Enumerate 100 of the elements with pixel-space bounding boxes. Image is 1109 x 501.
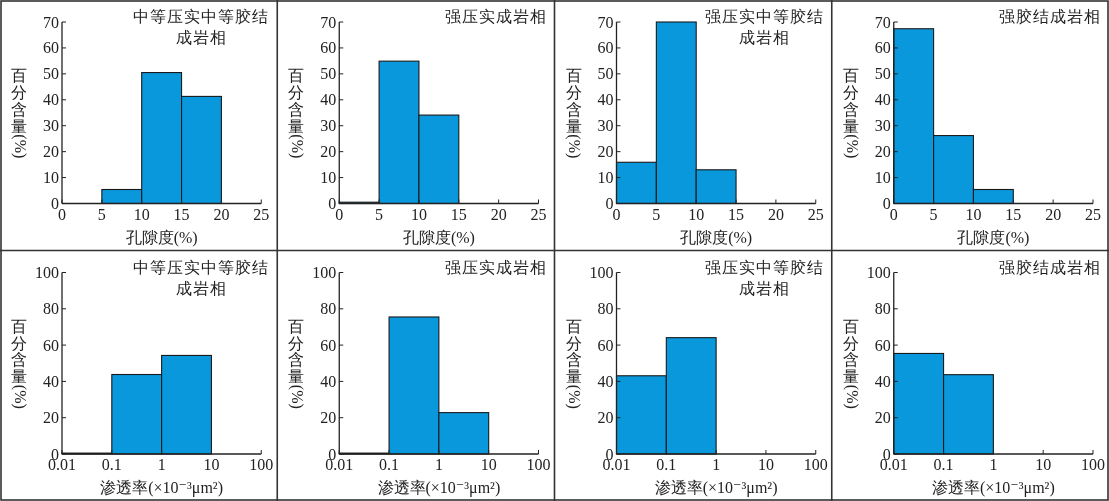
ytick-label: 20 bbox=[320, 409, 337, 427]
ytick-label: 40 bbox=[874, 372, 891, 390]
title: 强压实中等胶结成岩相 bbox=[704, 258, 824, 297]
ytick-label: 70 bbox=[597, 13, 614, 31]
xlabel: 渗透率(×10⁻³μm²) bbox=[654, 479, 778, 496]
ylabel: 百分含量(%) bbox=[565, 317, 584, 409]
ytick-label: 20 bbox=[597, 409, 614, 427]
ylabel: 百分含量(%) bbox=[11, 67, 29, 159]
xtick-label: 100 bbox=[1081, 456, 1105, 473]
ytick-label: 100 bbox=[866, 264, 891, 281]
xtick-label: 10 bbox=[688, 205, 705, 223]
title: 强压实成岩相 bbox=[444, 258, 547, 276]
xlabel: 孔隙度(%) bbox=[680, 228, 753, 246]
ytick-label: 30 bbox=[320, 117, 337, 135]
ytick-label: 40 bbox=[874, 91, 891, 109]
ytick-label: 100 bbox=[589, 264, 614, 281]
ytick-label: 0 bbox=[51, 195, 59, 212]
xtick-label: 0 bbox=[58, 205, 66, 223]
xtick-label: 10 bbox=[410, 205, 427, 223]
ytick-label: 50 bbox=[43, 65, 59, 83]
xlabel: 孔隙度(%) bbox=[125, 228, 198, 246]
title: 强压实成岩相 bbox=[444, 8, 547, 25]
ytick-label: 30 bbox=[874, 117, 891, 135]
title: 中等压实中等胶结成岩相 bbox=[133, 8, 270, 46]
ylabel: 百分含量(%) bbox=[565, 67, 584, 159]
xtick-label: 25 bbox=[807, 205, 824, 223]
xtick-label: 0.1 bbox=[101, 456, 122, 473]
xtick-label: 0.1 bbox=[656, 456, 677, 473]
ytick-label: 70 bbox=[874, 13, 891, 31]
ytick-label: 30 bbox=[597, 117, 614, 135]
xtick-label: 25 bbox=[1085, 205, 1101, 223]
xlabel: 孔隙度(%) bbox=[402, 228, 475, 246]
xtick-label: 10 bbox=[965, 205, 982, 223]
xlabel: 渗透率(×10⁻³μm²) bbox=[932, 479, 1055, 496]
xtick-label: 100 bbox=[803, 456, 828, 473]
ytick-label: 10 bbox=[597, 169, 614, 187]
xtick-label: 10 bbox=[480, 456, 497, 473]
ytick-label: 40 bbox=[597, 372, 614, 390]
ytick-label: 10 bbox=[874, 169, 891, 187]
xtick-label: 5 bbox=[652, 205, 661, 223]
xtick-label: 0 bbox=[612, 205, 621, 223]
ytick-label: 0 bbox=[605, 195, 614, 212]
xtick-label: 5 bbox=[375, 205, 384, 223]
xtick-label: 1 bbox=[157, 456, 166, 473]
ytick-label: 80 bbox=[874, 300, 891, 318]
ytick-label: 60 bbox=[597, 39, 614, 57]
xtick-label: 1 bbox=[712, 456, 721, 473]
title: 中等压实中等胶结成岩相 bbox=[133, 258, 270, 297]
ytick-label: 20 bbox=[874, 143, 891, 161]
xtick-label: 1 bbox=[434, 456, 443, 473]
ylabel: 百分含量(%) bbox=[288, 317, 307, 409]
xtick-label: 20 bbox=[1045, 205, 1062, 223]
ylabel: 百分含量(%) bbox=[11, 317, 29, 409]
ytick-label: 0 bbox=[328, 195, 337, 212]
xtick-label: 25 bbox=[530, 205, 547, 223]
xtick-label: 10 bbox=[203, 456, 220, 473]
xtick-label: 0 bbox=[889, 205, 898, 223]
ytick-label: 100 bbox=[35, 264, 59, 281]
xlabel: 渗透率(×10⁻³μm²) bbox=[377, 479, 501, 496]
xtick-label: 25 bbox=[253, 205, 270, 223]
xtick-label: 0.1 bbox=[933, 456, 954, 473]
xtick-label: 15 bbox=[173, 205, 190, 223]
ytick-label: 40 bbox=[597, 91, 614, 109]
title: 强胶结成岩相 bbox=[999, 8, 1101, 25]
xtick-label: 0.1 bbox=[379, 456, 400, 473]
ytick-label: 10 bbox=[43, 169, 59, 187]
ylabel: 百分含量(%) bbox=[842, 317, 861, 409]
title: 强胶结成岩相 bbox=[999, 258, 1101, 276]
ytick-label: 60 bbox=[874, 336, 891, 354]
xtick-label: 100 bbox=[526, 456, 551, 473]
ytick-label: 50 bbox=[874, 65, 891, 83]
ytick-label: 0 bbox=[882, 195, 891, 212]
ytick-label: 30 bbox=[43, 117, 59, 135]
ytick-label: 80 bbox=[320, 300, 337, 318]
xlabel: 孔隙度(%) bbox=[957, 228, 1030, 246]
ytick-label: 50 bbox=[597, 65, 614, 83]
ytick-label: 60 bbox=[320, 39, 337, 57]
ytick-label: 20 bbox=[874, 409, 891, 427]
ytick-label: 20 bbox=[43, 143, 59, 161]
xtick-label: 5 bbox=[929, 205, 938, 223]
ytick-label: 20 bbox=[43, 409, 59, 427]
ytick-label: 40 bbox=[320, 372, 337, 390]
ytick-label: 60 bbox=[597, 336, 614, 354]
ytick-label: 50 bbox=[320, 65, 337, 83]
ytick-label: 80 bbox=[43, 300, 59, 318]
xtick-label: 15 bbox=[728, 205, 745, 223]
xtick-label: 15 bbox=[450, 205, 467, 223]
ytick-label: 40 bbox=[43, 91, 59, 109]
ytick-label: 10 bbox=[320, 169, 337, 187]
xlabel: 渗透率(×10⁻³μm²) bbox=[100, 479, 223, 496]
ytick-label: 40 bbox=[43, 372, 59, 390]
ylabel: 百分含量(%) bbox=[288, 67, 307, 159]
ytick-label: 60 bbox=[320, 336, 337, 354]
xtick-label: 0 bbox=[335, 205, 344, 223]
ytick-label: 80 bbox=[597, 300, 614, 318]
ytick-label: 70 bbox=[43, 13, 59, 31]
xtick-label: 20 bbox=[767, 205, 784, 223]
xtick-label: 15 bbox=[1005, 205, 1022, 223]
ytick-label: 40 bbox=[320, 91, 337, 109]
ylabel: 百分含量(%) bbox=[842, 67, 861, 159]
